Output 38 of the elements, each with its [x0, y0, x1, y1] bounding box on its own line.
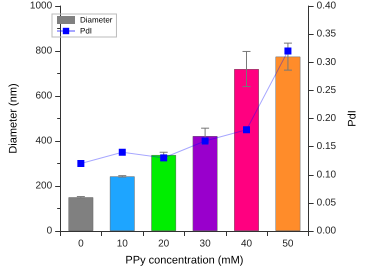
y2-tick-label: 0.30	[316, 56, 337, 68]
legend-label: Diameter	[80, 16, 113, 24]
y2-tick-label: 0.05	[316, 197, 337, 208]
point	[202, 138, 209, 144]
y-tick-label: 400	[35, 136, 53, 146]
x-tick-label: 40	[240, 238, 253, 250]
bar	[110, 176, 135, 231]
bar	[234, 69, 259, 231]
bar	[276, 56, 300, 231]
y-tick-label: 0	[46, 226, 53, 236]
y-tick-label: 600	[35, 90, 53, 102]
x-tick-label: 50	[282, 238, 294, 250]
y2-tick-label: 0.10	[316, 169, 337, 180]
point	[77, 160, 84, 167]
y2-axis-title: PdI	[346, 110, 358, 127]
y2-tick-label: 0.25	[316, 84, 337, 96]
y-tick-label: 800	[35, 46, 53, 56]
point	[118, 148, 126, 156]
x-tick-label: 0	[78, 238, 84, 250]
x-axis-title: PPy concentration (mM)	[125, 254, 244, 266]
y2-tick-label: 0.20	[316, 113, 337, 124]
x-tick-label: 10	[116, 238, 128, 250]
point	[243, 126, 250, 134]
bar	[192, 136, 218, 231]
legend-label: PdI	[80, 26, 92, 36]
x-tick-label: 20	[158, 238, 170, 250]
y2-tick-label: 0.35	[316, 28, 337, 40]
y2-tick-label: 0.00	[316, 226, 337, 236]
y-tick-label: 1000	[30, 0, 53, 12]
y2-tick-label: 0.40	[316, 0, 337, 12]
point	[284, 48, 292, 54]
bar	[151, 154, 176, 231]
bar	[68, 197, 94, 231]
y-axis-title: Diameter (nm)	[8, 83, 20, 154]
y2-tick-label: 0.15	[316, 141, 337, 152]
x-tick-label: 30	[200, 238, 212, 250]
y-tick-label: 200	[35, 180, 53, 192]
point	[160, 154, 168, 162]
